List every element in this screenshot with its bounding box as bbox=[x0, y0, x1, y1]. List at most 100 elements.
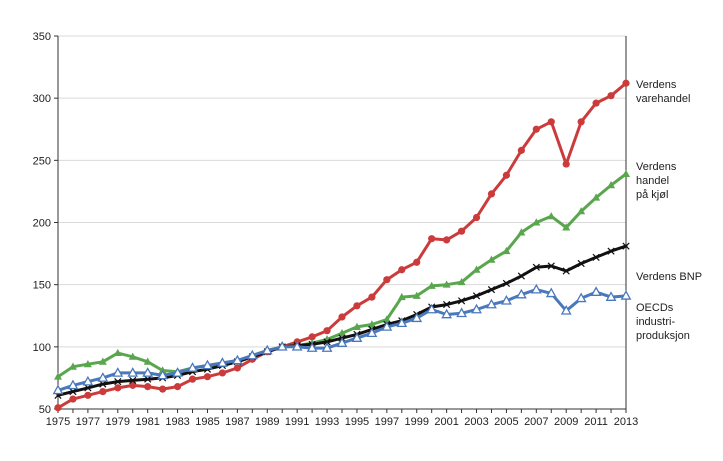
x-tick-label: 2011 bbox=[584, 416, 608, 428]
y-tick-label: 200 bbox=[33, 218, 51, 230]
data-point bbox=[54, 372, 62, 380]
data-point bbox=[532, 125, 540, 133]
x-tick-label: 1997 bbox=[375, 416, 399, 428]
data-point bbox=[441, 308, 453, 319]
series-label-line: handel bbox=[636, 175, 669, 187]
x-tick-label: 1991 bbox=[285, 416, 309, 428]
data-point bbox=[99, 380, 107, 388]
data-point bbox=[246, 349, 258, 360]
data-point bbox=[427, 281, 436, 289]
data-point bbox=[530, 283, 542, 294]
data-point bbox=[84, 391, 92, 399]
data-point bbox=[592, 99, 600, 107]
data-point bbox=[622, 79, 630, 87]
data-point bbox=[159, 385, 167, 393]
data-point bbox=[562, 160, 570, 168]
data-point bbox=[353, 302, 361, 310]
data-point bbox=[129, 376, 137, 385]
data-point bbox=[472, 292, 481, 300]
data-point bbox=[577, 259, 585, 268]
data-point bbox=[560, 304, 572, 315]
data-point bbox=[517, 146, 525, 154]
data-point bbox=[396, 317, 408, 328]
data-point bbox=[575, 292, 587, 303]
data-point bbox=[592, 253, 600, 261]
data-point bbox=[368, 293, 376, 301]
data-point bbox=[54, 404, 62, 412]
x-tick-label: 2005 bbox=[494, 416, 518, 428]
data-point bbox=[336, 337, 348, 347]
x-tick-label: 1989 bbox=[255, 416, 279, 428]
data-point bbox=[157, 369, 169, 380]
data-point bbox=[97, 372, 109, 382]
x-tick-label: 2001 bbox=[434, 416, 458, 428]
y-tick-label: 300 bbox=[33, 93, 51, 105]
data-point bbox=[411, 312, 423, 323]
data-point bbox=[143, 357, 152, 365]
data-point bbox=[144, 375, 152, 383]
data-point bbox=[188, 375, 197, 383]
y-tick-label: 100 bbox=[33, 342, 51, 354]
data-point bbox=[443, 300, 451, 309]
data-point bbox=[592, 193, 601, 201]
axes: 50 100 150 200 250 300 350 1975 1977 1979 1981 1983… bbox=[33, 31, 639, 428]
data-point bbox=[129, 381, 137, 389]
x-tick-label: 1985 bbox=[195, 416, 219, 428]
x-tick-label: 1983 bbox=[165, 416, 189, 428]
y-tick-label: 350 bbox=[33, 31, 51, 43]
data-point bbox=[114, 378, 122, 386]
data-point bbox=[338, 313, 346, 321]
series-labels: Verdens varehandel Verdens handel på kjøl Ver… bbox=[636, 79, 702, 342]
data-point bbox=[366, 327, 378, 338]
series-label-line: Verdens bbox=[636, 79, 677, 91]
data-point bbox=[127, 367, 139, 377]
data-point bbox=[321, 342, 333, 352]
data-point bbox=[308, 333, 316, 341]
data-point bbox=[351, 332, 363, 342]
data-point bbox=[577, 118, 585, 126]
series-label: Verdens BNP bbox=[636, 271, 702, 283]
data-point bbox=[381, 321, 393, 331]
data-point bbox=[144, 383, 152, 391]
data-point bbox=[382, 315, 391, 323]
data-point bbox=[413, 258, 421, 266]
data-point bbox=[84, 384, 92, 392]
x-tick-label: 1975 bbox=[46, 416, 70, 428]
data-point bbox=[486, 298, 497, 309]
series-3 bbox=[52, 283, 632, 395]
data-point bbox=[67, 379, 79, 390]
data-point bbox=[367, 320, 376, 328]
data-point bbox=[547, 262, 555, 270]
series-label: Verdens handel på kjøl bbox=[636, 161, 677, 201]
x-tick-label: 2007 bbox=[524, 416, 548, 428]
data-point bbox=[532, 218, 541, 226]
data-point bbox=[547, 212, 556, 220]
data-point bbox=[69, 395, 77, 403]
data-point bbox=[352, 322, 361, 330]
x-tick-label: 1987 bbox=[225, 416, 249, 428]
data-point bbox=[620, 290, 632, 300]
data-point bbox=[128, 352, 137, 360]
data-point bbox=[502, 171, 511, 179]
y-tick-label: 150 bbox=[33, 280, 51, 292]
data-point bbox=[443, 236, 451, 244]
data-point bbox=[383, 276, 391, 284]
data-point bbox=[82, 375, 94, 386]
series-label-line: varehandel bbox=[636, 93, 690, 105]
series-label: OECDs industri-produksjon bbox=[636, 302, 690, 342]
data-point bbox=[590, 286, 602, 296]
series-label-line: Verdens BNP bbox=[636, 271, 702, 283]
data-point bbox=[276, 341, 288, 351]
data-point bbox=[261, 344, 273, 355]
data-point bbox=[412, 291, 421, 299]
data-point bbox=[68, 362, 77, 370]
data-point bbox=[172, 367, 183, 377]
data-point bbox=[397, 292, 406, 301]
data-point bbox=[202, 359, 213, 370]
series-label: Verdens varehandel bbox=[636, 79, 690, 105]
data-point bbox=[323, 327, 331, 335]
x-tick-label: 1999 bbox=[404, 416, 428, 428]
data-point bbox=[502, 279, 511, 288]
data-point bbox=[607, 181, 616, 189]
data-point bbox=[501, 294, 512, 305]
